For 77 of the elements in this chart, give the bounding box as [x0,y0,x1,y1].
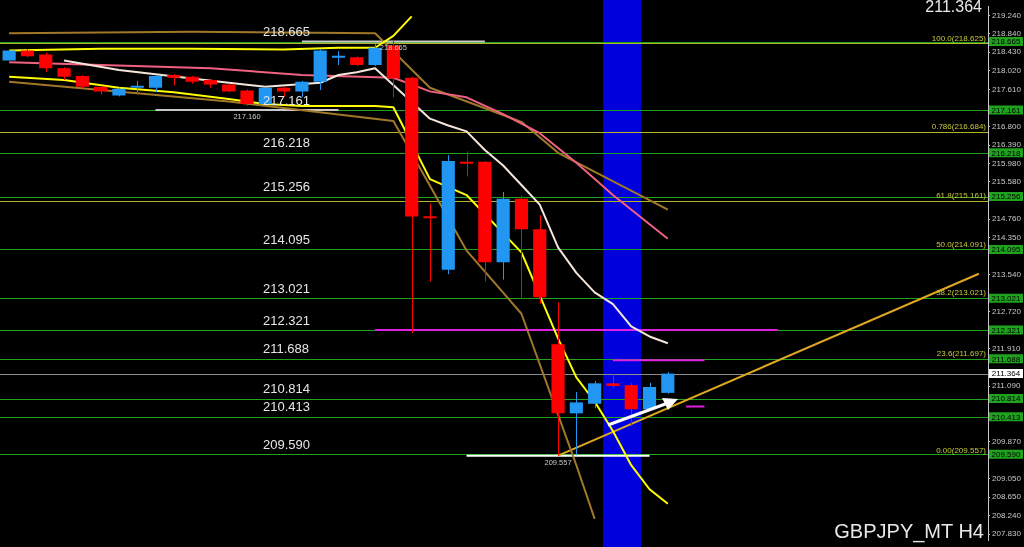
y-tick-label: 215.580 [992,177,1022,187]
candlestick [551,301,565,457]
text: 212.321 [991,325,1021,335]
ref-line-label: 211.688 [263,341,310,357]
y-tick-label: 215.980 [992,158,1022,168]
annotation: 23.6(211.697) [936,348,987,358]
text: 211.364 [991,369,1021,379]
text: GBPJPY_MT H4 [834,520,984,543]
y-tick-label: 214.760 [992,214,1022,224]
y-tick-label: 207.830 [992,529,1022,539]
y-tick-label: 219.240 [992,10,1022,20]
text: 217.161 [991,105,1021,115]
text: 213.021 [991,293,1021,303]
y-tick-label: 218.020 [992,66,1022,76]
y-tick-label: 208.650 [992,492,1022,502]
candlestick [569,391,583,456]
y-tick-label: 209.870 [992,436,1022,446]
candlestick [313,48,327,91]
y-tick-label: 216.390 [992,140,1022,150]
ref-line-label: 210.413 [263,399,310,415]
candlestick [185,75,199,85]
text: 210.413 [991,412,1021,422]
y-tick-label: 216.800 [992,121,1022,131]
ref-line-label: 212.321 [263,312,310,328]
candlestick [459,150,474,177]
candlestick [2,49,16,61]
candlestick [478,160,492,282]
candlestick [75,74,89,89]
y-tick-label: 211.910 [992,343,1021,353]
y-tick-label: 212.720 [992,307,1022,317]
y-tick-label: 218.430 [992,47,1022,57]
y-tick-label: 209.050 [992,474,1022,484]
text: 210.814 [991,394,1021,404]
text: 216.218 [991,148,1021,158]
candlestick [368,43,382,67]
y-tick-label: 218.840 [992,28,1022,38]
candlestick [203,78,217,89]
candlestick [57,66,71,81]
candlestick [588,380,602,409]
annotation: 211.364 [925,0,982,16]
candlestick [624,382,638,427]
ref-line-label: 215.256 [263,179,310,195]
ref-line-label: 210.814 [263,381,310,397]
candlestick [661,371,675,395]
annotation: 0.786(216.684) [931,121,987,131]
y-tick-label: 217.610 [992,84,1022,94]
ref-line-label: 216.218 [263,135,310,151]
ref-line-label: 214.095 [263,231,310,247]
candlestick [441,154,455,275]
text: 209.590 [991,449,1021,459]
y-tick-label: 211.090 [992,381,1021,391]
candlestick [167,73,181,86]
ref-line-label: 213.021 [263,280,310,296]
text: 211.688 [991,354,1021,364]
annotation: 0.00(209.557) [936,445,987,455]
candlestick [331,50,346,66]
annotation: 100.0(218.625) [931,33,987,43]
ref-line-label: 209.590 [263,436,310,452]
candlestick [240,89,254,107]
candlestick [20,48,35,58]
text: 215.256 [991,192,1021,202]
candlestick [405,76,419,334]
y-tick-label: 214.350 [992,233,1022,243]
candlestick [606,373,620,389]
annotation: 38.2(213.021) [936,288,987,298]
candlestick [514,195,529,300]
annotation: 50.0(214.091) [936,239,987,249]
candlestick [350,55,364,67]
candlestick [148,74,163,93]
y-tick-label: 208.240 [992,510,1022,520]
candlestick [533,214,547,305]
candlestick [496,191,510,281]
candlestick [423,203,437,282]
candlestick [130,80,144,93]
text: 218.665 [991,37,1021,47]
y-tick-label: 213.540 [992,269,1022,279]
text: 214.095 [991,245,1021,255]
